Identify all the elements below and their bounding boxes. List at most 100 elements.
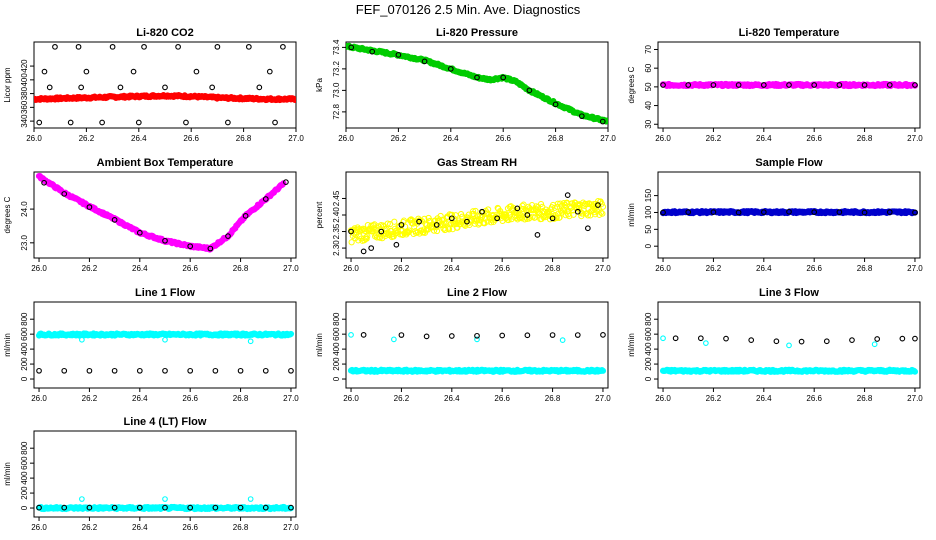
- series-cyan-1: [348, 332, 566, 343]
- panel-title: Line 3 Flow: [759, 287, 819, 299]
- data-point: [474, 74, 480, 81]
- data-point: [912, 209, 918, 216]
- data-point: [798, 338, 805, 345]
- data-point: [406, 227, 413, 234]
- series-black-2: [672, 335, 918, 345]
- x-tick-label: 26.6: [494, 264, 510, 273]
- marks: [347, 332, 607, 375]
- y-tick-label: 73.0: [332, 82, 341, 98]
- y-tick-label: 0: [20, 376, 29, 381]
- panel-licor_temp: Li-820 Temperature degrees C 26.0 26.2 26.4 2…: [627, 27, 923, 143]
- data-point: [283, 179, 289, 185]
- y-tick-label: 70: [644, 44, 653, 53]
- y-tick-label: 2.35: [332, 223, 341, 239]
- data-point: [364, 233, 371, 240]
- series-cyan-0: [35, 330, 295, 339]
- marks: [659, 80, 919, 90]
- data-point: [187, 367, 194, 374]
- y-axis-label: degrees C: [627, 66, 636, 103]
- series-cyan-1: [79, 336, 254, 345]
- data-point: [526, 87, 533, 94]
- x-tick-label: 26.8: [545, 394, 561, 403]
- data-point: [256, 84, 263, 91]
- data-point: [348, 332, 354, 338]
- y-axis-label: ml/min: [3, 462, 12, 486]
- data-point: [500, 74, 507, 81]
- data-point: [469, 208, 477, 215]
- data-point: [861, 209, 868, 216]
- data-point: [710, 82, 717, 88]
- series-blue-0: [659, 208, 919, 217]
- data-point: [786, 342, 792, 349]
- data-point: [479, 208, 485, 215]
- y-axis-label: kPa: [315, 78, 324, 92]
- series-black-2: [36, 504, 294, 511]
- data-point: [447, 66, 454, 72]
- x-tick-label: 26.6: [182, 264, 198, 273]
- y-axis-label: degrees C: [3, 196, 12, 233]
- x-tick-label: 26.4: [132, 394, 148, 403]
- x-tick-label: 26.0: [31, 523, 47, 532]
- data-point: [162, 84, 168, 91]
- data-point: [505, 216, 512, 224]
- y-tick-label: 400: [20, 342, 29, 356]
- data-point: [287, 330, 295, 338]
- marks: [659, 335, 919, 375]
- plot-frame: [657, 171, 921, 259]
- data-point: [433, 222, 440, 228]
- data-point: [162, 367, 168, 374]
- data-point: [86, 504, 93, 511]
- data-point: [660, 335, 666, 342]
- x-tick-label: 26.8: [857, 394, 873, 403]
- data-point: [376, 234, 383, 241]
- data-point: [524, 332, 531, 339]
- data-point: [823, 338, 830, 345]
- panel-co2: Li-820 CO2 Licor ppm 26.0 26.2 26.4 26.6 26.8 2…: [3, 27, 304, 143]
- x-tick-label: 26.4: [443, 134, 459, 143]
- x-tick-label: 26.2: [82, 523, 98, 532]
- data-point: [574, 332, 581, 338]
- data-point: [421, 58, 428, 65]
- y-tick-label: 73.4: [332, 39, 341, 55]
- x-tick-label: 26.0: [655, 394, 671, 403]
- data-point: [849, 337, 855, 343]
- data-point: [111, 504, 118, 511]
- x-tick-label: 26.8: [857, 134, 873, 143]
- y-tick-label: 24.0: [20, 201, 29, 217]
- data-point: [448, 333, 455, 339]
- x-tick-label: 26.6: [806, 264, 822, 273]
- data-point: [262, 504, 269, 511]
- data-point: [584, 212, 592, 219]
- data-point: [598, 200, 605, 207]
- data-point: [437, 212, 444, 220]
- data-point: [660, 82, 666, 88]
- marks: [347, 192, 607, 255]
- data-point: [423, 333, 430, 340]
- x-tick-label: 26.4: [756, 394, 772, 403]
- data-point: [348, 44, 355, 51]
- panel-line3: Line 3 Flow ml/min 26.0 26.2 26.4 26.6 26.8 27.…: [627, 287, 923, 403]
- data-point: [378, 228, 385, 235]
- series-black-1: [348, 44, 606, 125]
- data-point: [117, 84, 124, 91]
- data-point: [162, 336, 168, 343]
- x-tick-label: 27.0: [595, 264, 611, 273]
- data-point: [288, 504, 294, 511]
- y-tick-label: 30: [644, 119, 653, 128]
- marks: [659, 208, 919, 217]
- data-point: [416, 218, 422, 225]
- data-point: [592, 211, 599, 218]
- y-axis-label: ml/min: [627, 333, 636, 357]
- marks: [35, 172, 289, 253]
- x-tick-label: 27.0: [288, 134, 304, 143]
- x-tick-label: 26.8: [548, 134, 564, 143]
- data-point: [207, 245, 214, 252]
- data-point: [911, 368, 919, 375]
- data-point: [886, 209, 893, 215]
- marks: [34, 43, 296, 126]
- data-point: [660, 209, 666, 216]
- y-tick-label: 0: [644, 376, 653, 381]
- y-tick-label: 72.8: [332, 104, 341, 120]
- x-tick-label: 27.0: [600, 134, 616, 143]
- x-tick-label: 27.0: [283, 394, 299, 403]
